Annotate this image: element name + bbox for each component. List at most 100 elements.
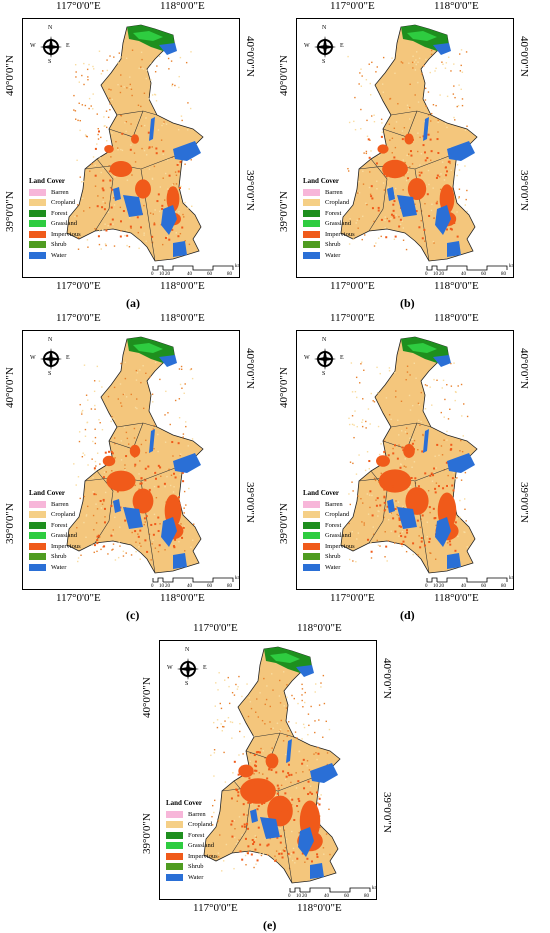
lon-label-bottom-left: 117°0'0"E [330, 280, 375, 292]
lon-label-bottom-right: 118°0'0"E [434, 592, 479, 604]
legend-label: Cropland [325, 511, 350, 519]
lat-label-top-right: 40°0'0"N [518, 348, 530, 389]
legend-item: Grassland [166, 841, 218, 852]
legend-item: Cropland [303, 198, 355, 209]
lon-label-right: 118°0'0"E [434, 312, 479, 324]
legend-item: Impervious [29, 229, 81, 240]
land-cover-map [66, 24, 204, 262]
scale-tick: 40 [461, 272, 466, 277]
legend-swatch [166, 821, 183, 829]
legend-label: Grassland [51, 220, 77, 228]
legend-item: Cropland [166, 820, 218, 831]
scale-tick: 80 [227, 272, 232, 277]
lat-label-top-left: 40°0'0"N [4, 55, 16, 96]
lon-label-bottom-left: 117°0'0"E [193, 902, 238, 914]
legend-item: Cropland [303, 510, 355, 521]
legend-label: Grassland [51, 532, 77, 540]
scale-tick: 60 [481, 584, 486, 589]
compass-s: S [185, 681, 189, 687]
lon-label-right: 118°0'0"E [160, 0, 205, 12]
lon-label-left: 117°0'0"E [56, 0, 101, 12]
map-frame: N S W E Land Cover Barren Cropland Forest G… [159, 640, 377, 900]
map-frame: N S W E Land Cover Barren Cropland Forest G… [22, 330, 240, 590]
compass-n: N [322, 25, 327, 31]
legend-item: Shrub [166, 862, 218, 873]
map-panel: 117°0'0"E 118°0'0"E 40°0'0"N 39°0'0"N 40… [0, 0, 270, 310]
compass-n: N [48, 337, 53, 343]
legend-item: Water [29, 562, 81, 573]
legend-item: Impervious [303, 229, 355, 240]
map-panel: 117°0'0"E 118°0'0"E 40°0'0"N 39°0'0"N 40… [0, 312, 270, 622]
legend-label: Barren [188, 810, 206, 818]
scale-tick: 10 [159, 584, 164, 589]
scale-tick: 80 [501, 584, 506, 589]
lat-label-bottom-left: 39°0'0"N [4, 191, 16, 232]
legend-title: Land Cover [303, 177, 339, 185]
compass-w: W [304, 43, 310, 49]
scale-tick: 20 [165, 584, 170, 589]
legend-swatch [166, 831, 183, 839]
legend-swatch [29, 188, 46, 196]
legend-label: Impervious [325, 542, 355, 550]
legend-label: Water [325, 563, 341, 571]
legend-item: Barren [303, 187, 355, 198]
legend-swatch [303, 199, 320, 207]
scale-tick: 60 [481, 272, 486, 277]
compass-s: S [322, 371, 326, 377]
north-arrow: N S W E [30, 25, 70, 65]
lon-label-bottom-right: 118°0'0"E [160, 592, 205, 604]
legend-item: Barren [29, 499, 81, 510]
legend-swatch [303, 563, 320, 571]
lon-label-right: 118°0'0"E [160, 312, 205, 324]
lat-label-bottom-right: 39°0'0"N [518, 170, 530, 211]
scale-tick: 20 [439, 584, 444, 589]
north-arrow: N S W E [304, 25, 344, 65]
lon-label-right: 118°0'0"E [297, 622, 342, 634]
lat-label-top-right: 40°0'0"N [244, 36, 256, 77]
legend-swatch [29, 553, 46, 561]
lat-label-bottom-left: 39°0'0"N [141, 813, 153, 854]
map-panel: 117°0'0"E 118°0'0"E 40°0'0"N 39°0'0"N 40… [274, 312, 544, 622]
legend-swatch [29, 199, 46, 207]
legend-swatch [303, 500, 320, 508]
scale-tick: 40 [324, 894, 329, 899]
lon-label-left: 117°0'0"E [56, 312, 101, 324]
lat-label-top-left: 40°0'0"N [278, 367, 290, 408]
legend-item: Grassland [303, 531, 355, 542]
scale-tick: 0 [288, 894, 291, 899]
lon-label-bottom-right: 118°0'0"E [434, 280, 479, 292]
legend-title: Land Cover [166, 799, 202, 807]
scale-tick: 80 [364, 894, 369, 899]
scale-tick: 80 [227, 584, 232, 589]
legend-label: Shrub [188, 863, 204, 871]
scale-tick: 10 [433, 584, 438, 589]
legend-swatch [303, 209, 320, 217]
legend-item: Impervious [166, 851, 218, 862]
scale-tick: 0 [151, 272, 154, 277]
legend-item: Grassland [303, 219, 355, 230]
legend-swatch [29, 230, 46, 238]
legend-label: Shrub [51, 553, 67, 561]
lon-label-bottom-left: 117°0'0"E [330, 592, 375, 604]
legend-label: Forest [51, 521, 68, 529]
legend-label: Water [188, 873, 204, 881]
north-arrow: N S W E [30, 337, 70, 377]
panel-caption: (a) [126, 296, 140, 310]
legend-swatch [29, 521, 46, 529]
legend-label: Water [51, 251, 67, 259]
lat-label-bottom-right: 39°0'0"N [518, 482, 530, 523]
lat-label-bottom-right: 39°0'0"N [244, 482, 256, 523]
lon-label-bottom-right: 118°0'0"E [297, 902, 342, 914]
scale-tick: 10 [159, 272, 164, 277]
scale-tick: 20 [302, 894, 307, 899]
lat-label-bottom-left: 39°0'0"N [278, 191, 290, 232]
legend-title: Land Cover [29, 489, 65, 497]
lon-label-bottom-left: 117°0'0"E [56, 592, 101, 604]
legend-label: Grassland [325, 220, 351, 228]
legend-swatch [29, 532, 46, 540]
scale-tick: 60 [344, 894, 349, 899]
legend-swatch [166, 852, 183, 860]
compass-e: E [340, 355, 344, 361]
legend-item: Water [303, 562, 355, 573]
